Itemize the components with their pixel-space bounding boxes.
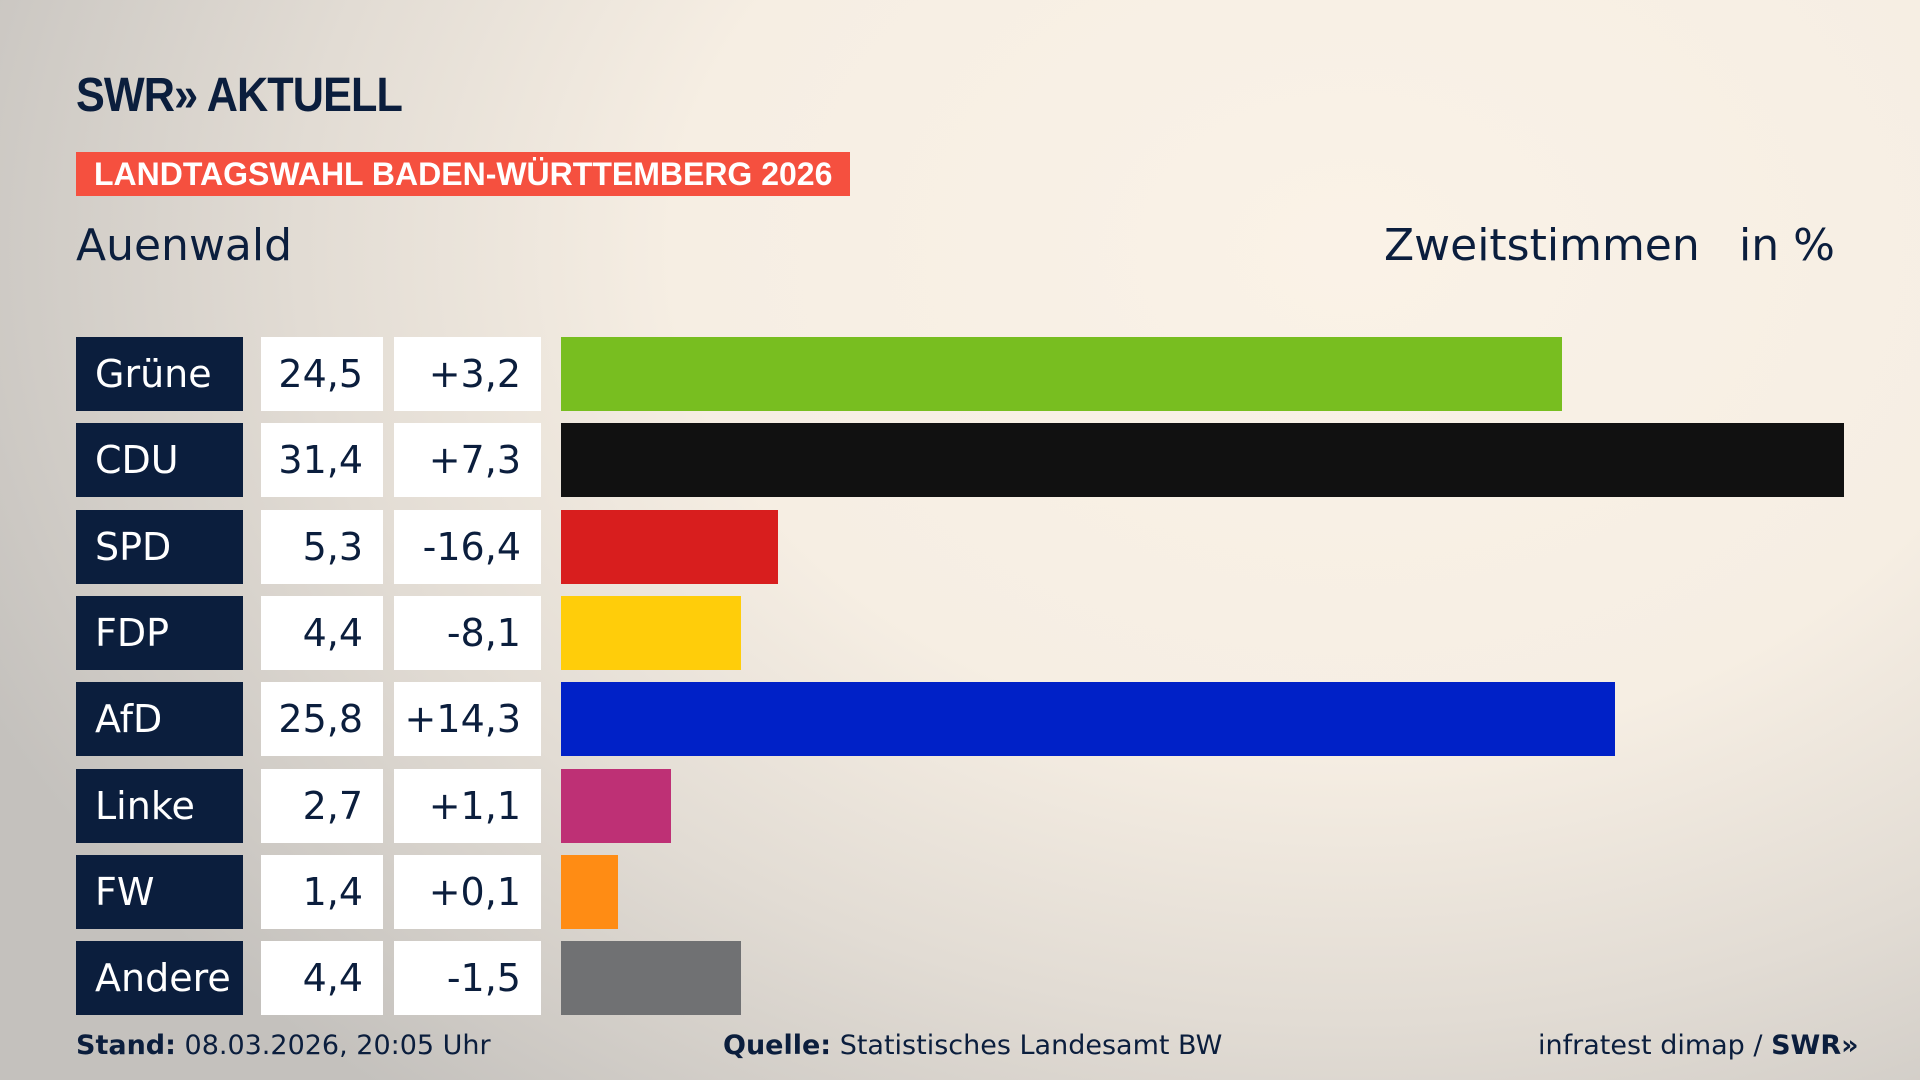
diff-label: +7,3 <box>394 423 541 498</box>
credit: infratest dimap / SWR» <box>1538 1030 1859 1061</box>
party-label: Andere <box>76 941 243 1016</box>
bar-afd <box>561 682 1616 757</box>
diff-label: -1,5 <box>394 941 541 1016</box>
diff-label: -8,1 <box>394 595 541 670</box>
bar-spd <box>561 509 778 584</box>
party-label: Linke <box>76 768 243 843</box>
diff-label: +0,1 <box>394 854 541 929</box>
source: Quelle: Statistisches Landesamt BW <box>723 1030 1222 1061</box>
stand-value: 08.03.2026, 20:05 Uhr <box>184 1030 491 1061</box>
value-label: 24,5 <box>261 337 383 411</box>
value-label: 31,4 <box>261 423 383 498</box>
swr-aktuell-logo: SWR» AKTUELL <box>76 69 403 122</box>
credit-text: infratest dimap / <box>1538 1030 1772 1061</box>
diff-label: +1,1 <box>394 768 541 843</box>
value-label: 4,4 <box>261 595 383 670</box>
value-label: 25,8 <box>261 682 383 757</box>
bar-linke <box>561 768 672 843</box>
bar-cdu <box>561 423 1844 498</box>
diff-label: -16,4 <box>394 509 541 584</box>
party-label: Grüne <box>76 337 243 411</box>
value-label: 2,7 <box>261 768 383 843</box>
party-label: CDU <box>76 423 243 498</box>
party-label: SPD <box>76 509 243 584</box>
bar-fw <box>561 854 619 929</box>
election-banner: LANDTAGSWAHL BADEN-WÜRTTEMBERG 2026 <box>76 152 851 196</box>
party-label: FDP <box>76 595 243 670</box>
source-value: Statistisches Landesamt BW <box>839 1030 1223 1061</box>
unit-label: in % <box>1739 220 1835 271</box>
value-label: 5,3 <box>261 509 383 584</box>
diff-label: +3,2 <box>394 337 541 411</box>
swr-small-logo: SWR» <box>1771 1030 1859 1061</box>
bar-fdp <box>561 595 741 670</box>
source-label: Quelle: <box>723 1030 832 1061</box>
vote-type-label: Zweitstimmen <box>1384 220 1700 271</box>
bar-andere <box>561 941 741 1016</box>
value-label: 1,4 <box>261 854 383 929</box>
bar-grüne <box>561 337 1563 411</box>
party-label: AfD <box>76 682 243 757</box>
party-label: FW <box>76 854 243 929</box>
diff-label: +14,3 <box>394 682 541 757</box>
place-title: Auenwald <box>76 220 293 271</box>
stand-label: Stand: <box>76 1030 176 1061</box>
timestamp: Stand: 08.03.2026, 20:05 Uhr <box>76 1030 491 1061</box>
value-label: 4,4 <box>261 941 383 1016</box>
